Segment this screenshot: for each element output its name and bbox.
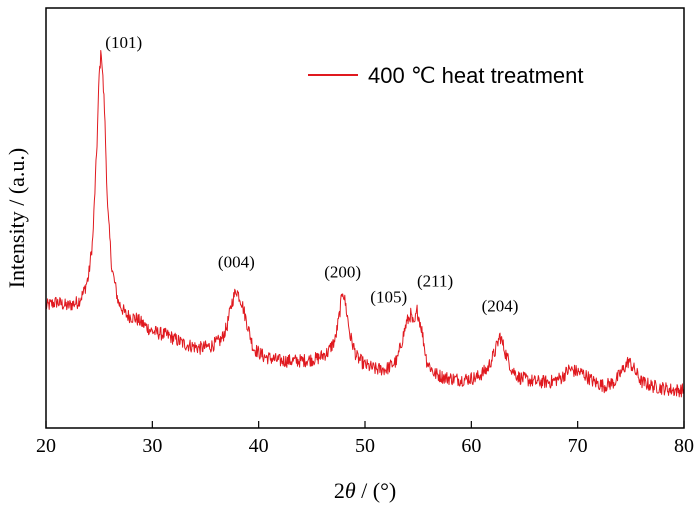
- x-axis-tick-labels: 20 30 40 50 60 70 80: [36, 435, 694, 457]
- legend: 400 ℃ heat treatment: [308, 63, 584, 88]
- legend-label: 400 ℃ heat treatment: [368, 63, 584, 88]
- y-axis-title: Intensity / (a.u.): [4, 148, 29, 289]
- x-tick-label-20: 20: [36, 435, 56, 457]
- x-tick-label-80: 80: [674, 435, 694, 457]
- plot-frame: [45, 7, 685, 429]
- peak-label-0: (101): [105, 33, 142, 52]
- peak-label-1: (004): [218, 252, 255, 271]
- x-tick-label-50: 50: [355, 435, 375, 457]
- x-tick-label-60: 60: [461, 435, 481, 457]
- plot-area: [45, 49, 685, 398]
- x-axis-ticks: [45, 421, 685, 428]
- series-line-400c: [45, 49, 685, 398]
- x-tick-label-30: 30: [142, 435, 162, 457]
- x-axis-title: 2θ / (°): [334, 478, 396, 503]
- x-tick-label-70: 70: [568, 435, 588, 457]
- x-tick-label-40: 40: [249, 435, 269, 457]
- peak-label-2: (200): [324, 262, 361, 281]
- peak-label-5: (204): [482, 297, 519, 316]
- peak-label-3: (105): [370, 288, 407, 307]
- peak-label-4: (211): [417, 271, 453, 290]
- peak-annotations: (101) (004) (200) (105) (211) (204): [105, 33, 518, 316]
